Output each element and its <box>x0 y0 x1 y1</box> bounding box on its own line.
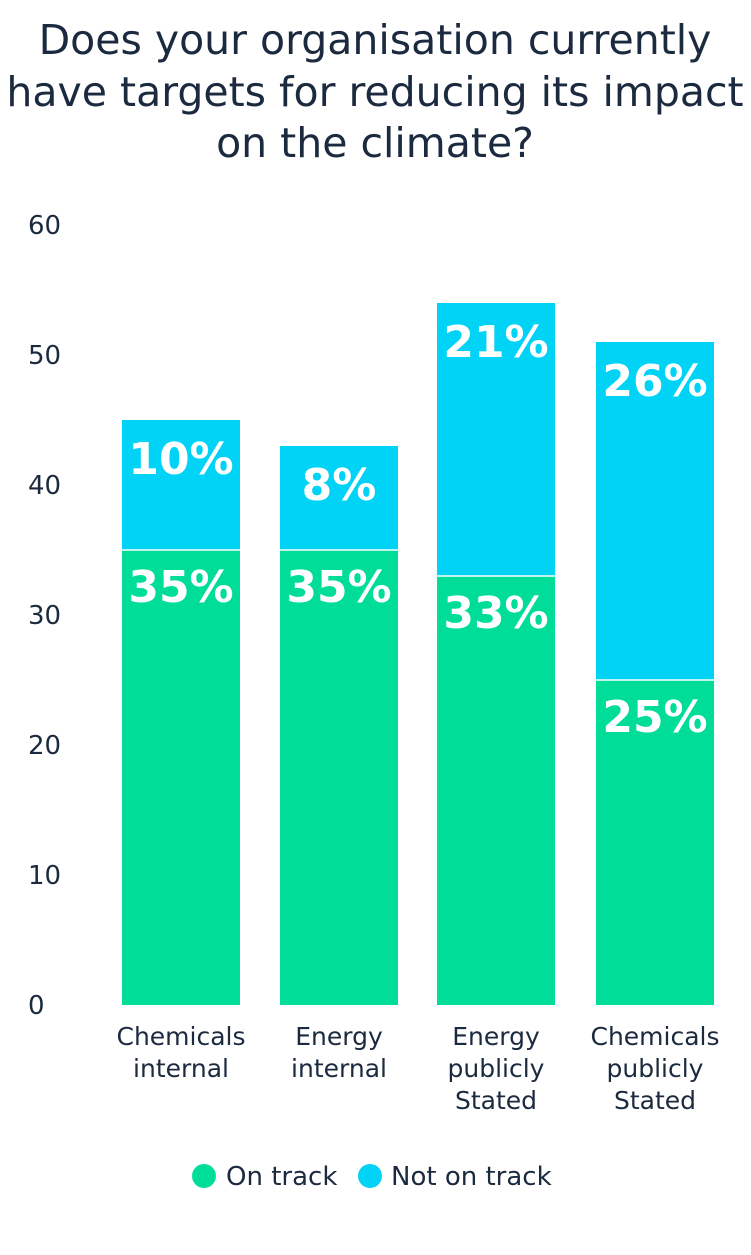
y-tick-label: 30 <box>28 601 61 631</box>
bar-segment-not-on-track <box>280 446 398 550</box>
data-label: 33% <box>443 588 548 639</box>
bar-segment-not-on-track <box>596 342 714 680</box>
data-label: 25% <box>602 692 707 743</box>
bar-segment-on-track <box>280 550 398 1005</box>
legend-label: On track <box>226 1162 337 1192</box>
x-tick-label: Chemicals internal <box>116 1022 245 1083</box>
chart-title-line: have targets for reducing its impact <box>6 68 743 116</box>
x-tick-label-line: Stated <box>455 1086 537 1115</box>
bar-segment-on-track <box>437 576 555 1005</box>
y-tick-label: 40 <box>28 471 61 501</box>
data-label: 10% <box>128 434 233 485</box>
data-label: 35% <box>128 562 233 613</box>
x-tick-label-line: Energy <box>452 1022 540 1051</box>
x-tick-label: Energy internal <box>291 1022 387 1083</box>
legend-swatch <box>358 1164 382 1188</box>
x-tick-label-line: internal <box>133 1054 229 1083</box>
y-tick-label: 10 <box>28 861 61 891</box>
x-tick-label-line: Chemicals <box>116 1022 245 1051</box>
y-tick-label: 50 <box>28 341 61 371</box>
x-tick-label-line: internal <box>291 1054 387 1083</box>
x-tick-label-line: Energy <box>295 1022 383 1051</box>
data-labels: 35% 10% 35% 8% 33% 21% 25% 26% <box>128 317 707 743</box>
legend-swatch <box>192 1164 216 1188</box>
x-tick-label-line: publicly <box>448 1054 545 1083</box>
data-label: 26% <box>602 356 707 407</box>
legend-label: Not on track <box>391 1162 552 1192</box>
x-tick-label-line: publicly <box>607 1054 704 1083</box>
x-tick-label-line: Chemicals <box>590 1022 719 1051</box>
bar-segment-on-track <box>596 680 714 1005</box>
data-label: 35% <box>286 562 391 613</box>
y-tick-label: 20 <box>28 731 61 761</box>
chart-title-line: on the climate? <box>216 119 534 167</box>
x-tick-label-line: Stated <box>614 1086 696 1115</box>
x-axis: Chemicals internal Energy internal Energy pub… <box>116 1022 719 1115</box>
bars <box>122 303 714 1005</box>
data-label: 8% <box>302 460 377 511</box>
x-tick-label: Chemicals publicly Stated <box>590 1022 719 1115</box>
legend: On track Not on track <box>192 1162 552 1192</box>
y-tick-label: 60 <box>28 211 61 241</box>
y-tick-label: 0 <box>28 991 45 1021</box>
bar-segment-not-on-track <box>437 303 555 576</box>
y-axis: 0 10 20 30 40 50 60 <box>28 211 61 1021</box>
bar-segment-on-track <box>122 550 240 1005</box>
bar-segment-not-on-track <box>122 420 240 550</box>
data-label: 21% <box>443 317 548 368</box>
chart-title-line: Does your organisation currently <box>39 16 712 64</box>
x-tick-label: Energy publicly Stated <box>448 1022 545 1115</box>
